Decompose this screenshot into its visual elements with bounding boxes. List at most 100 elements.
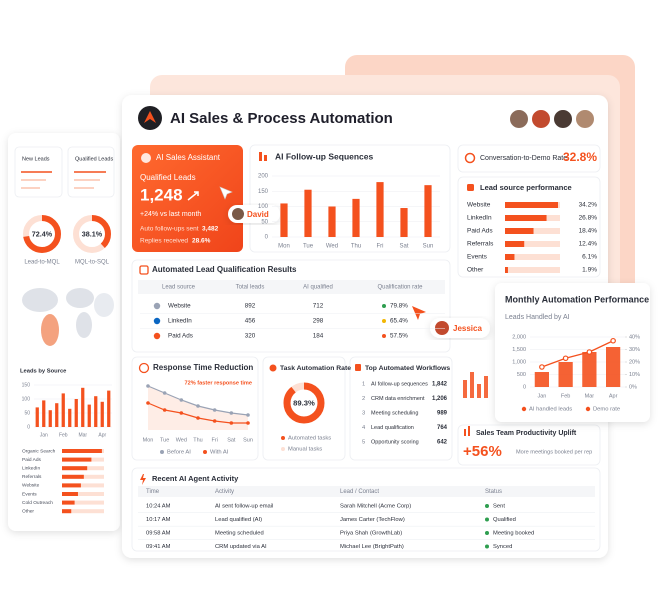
- bar: [505, 241, 525, 247]
- row-label: Website: [467, 202, 491, 209]
- line-point: [179, 398, 184, 402]
- value-label: 18.4%: [579, 228, 598, 235]
- y-tick-label: 0: [27, 424, 30, 430]
- kpi-value: 32.8%: [563, 150, 597, 164]
- cell: 10:24 AM: [146, 504, 171, 510]
- x-tick-label: Sat: [227, 437, 236, 443]
- y-tick-label: 150: [22, 382, 31, 388]
- x-tick-label: Mon: [143, 437, 154, 443]
- bar: [424, 185, 432, 237]
- cell: 09:58 AM: [146, 531, 171, 537]
- donut-arc: [283, 382, 325, 424]
- bar: [304, 189, 312, 237]
- cell: 184: [313, 333, 324, 340]
- status-dot: [485, 531, 489, 535]
- deco-bar: [463, 380, 467, 398]
- bar: [100, 401, 104, 427]
- legend-label: AI handled leads: [529, 407, 572, 413]
- bar: [62, 474, 84, 479]
- icon: [139, 265, 149, 275]
- bar: [582, 352, 597, 387]
- avatars: [508, 108, 596, 130]
- bar: [42, 400, 46, 427]
- x-tick-label: Wed: [326, 244, 338, 250]
- y2-tick-label: 30%: [629, 347, 640, 353]
- x-tick-label: Thu: [193, 437, 202, 443]
- cell: 298: [313, 318, 324, 325]
- card: [457, 424, 601, 466]
- label: Auto follow-ups sent: [140, 226, 199, 233]
- value-label: 12.4%: [579, 241, 598, 248]
- cell: CRM updated via AI: [215, 544, 267, 550]
- row-label: Events: [467, 254, 488, 261]
- line-point: [179, 411, 184, 415]
- rank: 4: [362, 425, 366, 431]
- line-point: [610, 337, 616, 344]
- x-tick-label: Feb: [59, 432, 68, 438]
- bar: [352, 198, 360, 237]
- row-label: LinkedIn: [467, 215, 492, 222]
- column-header: Status: [485, 489, 502, 495]
- icon: [269, 364, 277, 372]
- card-title: Leads by Source: [20, 369, 67, 375]
- bar: [62, 492, 78, 496]
- bar: [606, 347, 621, 387]
- cell: 456: [245, 318, 256, 325]
- page-title: AI Sales & Process Automation: [170, 110, 393, 127]
- legend-label: With AI: [210, 450, 229, 456]
- donut-arc: [73, 215, 111, 253]
- y2-tick-label: 20%: [629, 359, 640, 365]
- cell: Lead qualified (AI): [215, 517, 262, 523]
- metric: 1,248: [140, 185, 183, 204]
- cell: 892: [245, 303, 256, 310]
- column-header: Total leads: [236, 285, 265, 291]
- bar-track: [62, 500, 104, 505]
- card: [349, 356, 453, 461]
- annotation: 72% faster response time: [185, 380, 252, 386]
- x-tick-label: Mon: [278, 244, 290, 250]
- bar: [107, 390, 111, 427]
- y2-tick-label: 40%: [629, 334, 640, 340]
- line-point: [146, 384, 150, 388]
- donut-label: 38.1%: [82, 229, 103, 238]
- card-title: AI Sales Assistant: [156, 153, 221, 162]
- deco-bar: [477, 384, 481, 398]
- bar: [61, 393, 65, 427]
- bar-track: [505, 254, 560, 260]
- count: 1,842: [432, 382, 448, 388]
- card-title: Automated Lead Qualification Results: [152, 265, 297, 274]
- rank: 3: [362, 411, 365, 417]
- status-dot: [382, 334, 386, 338]
- value-label: 6.1%: [582, 254, 597, 261]
- cell: Paid Ads: [168, 333, 193, 340]
- card: [457, 176, 601, 278]
- legend-swatch: [203, 450, 207, 454]
- cursor: [219, 186, 233, 200]
- bar-track: [62, 492, 104, 496]
- y-tick-label: 0: [265, 235, 269, 241]
- count: 1,206: [432, 396, 448, 402]
- icon: [138, 362, 150, 374]
- line-point: [246, 421, 250, 425]
- row-label: Organic Search: [22, 448, 56, 454]
- avatar: [530, 108, 552, 130]
- count: 642: [437, 440, 448, 446]
- assistant-card: [132, 145, 243, 252]
- robot-icon: [141, 153, 151, 163]
- cell: 09:41 AM: [146, 544, 171, 550]
- rank: 1: [362, 382, 365, 388]
- continent: [94, 293, 114, 317]
- column-header: Activity: [215, 489, 234, 495]
- y-tick-label: 100: [22, 396, 31, 402]
- card-title: New Leads: [22, 156, 50, 162]
- x-tick-label: Mar: [585, 393, 595, 399]
- status-dot: [485, 504, 489, 508]
- row-label: Events: [22, 491, 37, 497]
- source-icon: [153, 332, 161, 340]
- x-tick-label: Tue: [303, 244, 314, 250]
- source-icon: [153, 302, 161, 310]
- label: Replies received: [140, 238, 188, 245]
- card: [262, 356, 346, 461]
- bar: [400, 208, 408, 237]
- bar: [280, 203, 288, 237]
